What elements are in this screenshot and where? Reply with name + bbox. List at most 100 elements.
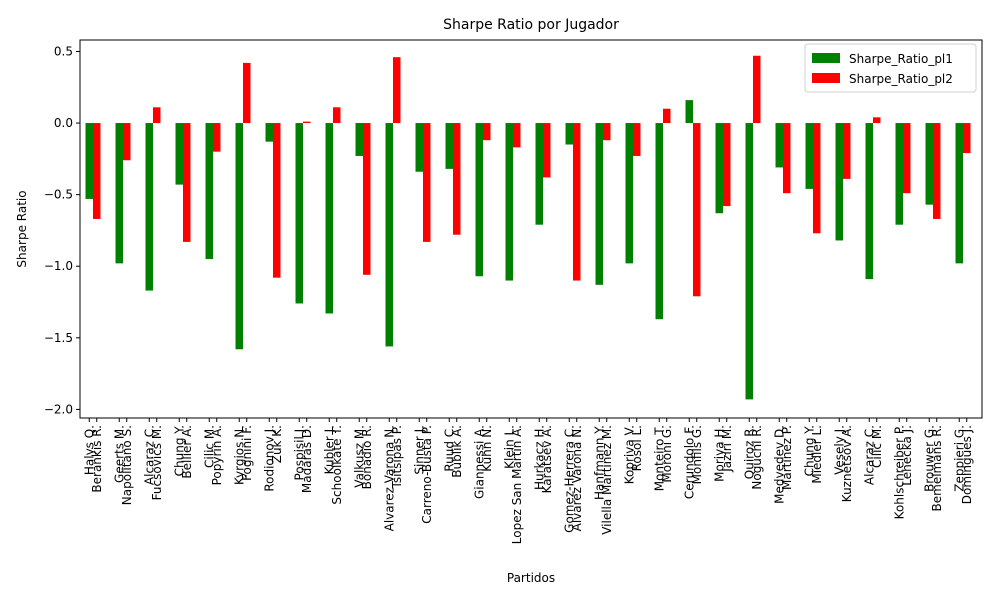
x-tick-label: Moriya H. bbox=[712, 425, 726, 482]
bar bbox=[145, 123, 153, 291]
bar bbox=[235, 123, 243, 350]
x-tick-label: Kuznetsov A. bbox=[840, 425, 854, 502]
y-tick-label: 0.5 bbox=[54, 44, 73, 58]
bar bbox=[775, 123, 783, 168]
legend-label: Sharpe_Ratio_pl1 bbox=[849, 52, 953, 66]
bar bbox=[873, 117, 881, 124]
x-tick-label: Alvarez Varona N. bbox=[382, 425, 396, 531]
bar bbox=[633, 123, 641, 156]
bar bbox=[895, 123, 903, 225]
x-tick-label: Kohlschreiber P. bbox=[892, 425, 906, 519]
x-tick-label: Martinez P. bbox=[780, 425, 794, 490]
bar bbox=[693, 123, 701, 297]
bar bbox=[303, 121, 311, 124]
x-tick-label: Napolitano S. bbox=[120, 425, 134, 505]
bar bbox=[655, 123, 663, 320]
x-tick-label: Cerundolo F. bbox=[682, 425, 696, 499]
bar bbox=[595, 123, 603, 285]
x-tick-label: Zeppieri G. bbox=[952, 425, 966, 492]
x-tick-label: Chung Y. bbox=[172, 425, 186, 476]
bar bbox=[175, 123, 183, 185]
x-tick-label: Jaziri M. bbox=[720, 425, 734, 473]
x-tick-label: Carreno-Busta P. bbox=[420, 425, 434, 524]
bar bbox=[903, 123, 911, 194]
x-tick-label: Chung Y. bbox=[802, 425, 816, 476]
x-tick-label: Valkusz M. bbox=[352, 425, 366, 488]
bar bbox=[423, 123, 431, 242]
x-tick-label: Tsitsipas P. bbox=[390, 425, 404, 489]
bar bbox=[745, 123, 753, 400]
bar bbox=[295, 123, 303, 304]
bar bbox=[783, 123, 791, 194]
x-tick-label: Bonadio R. bbox=[360, 425, 374, 489]
bar bbox=[213, 123, 221, 152]
x-tick-label: Rosol L. bbox=[630, 425, 644, 471]
x-tick-label: Kubler J. bbox=[322, 425, 336, 474]
x-tick-label: Kyrgios N. bbox=[232, 425, 246, 485]
bar bbox=[865, 123, 873, 280]
bar bbox=[933, 123, 941, 219]
bar bbox=[265, 123, 273, 142]
x-tick-label: Klein L. bbox=[502, 425, 516, 469]
y-tick-label: −1.0 bbox=[44, 259, 73, 273]
x-tick-label: Fucsovics M. bbox=[150, 425, 164, 500]
x-tick-label: Domingues J. bbox=[960, 425, 974, 504]
bar bbox=[153, 107, 161, 124]
x-tick-label: Moroni G. bbox=[660, 425, 674, 483]
bar bbox=[565, 123, 573, 145]
bar bbox=[475, 123, 483, 277]
x-tick-label: Alcaraz C. bbox=[142, 425, 156, 485]
y-tick-label: −0.5 bbox=[44, 188, 73, 202]
legend-swatch bbox=[812, 73, 840, 83]
chart-title: Sharpe Ratio por Jugador bbox=[443, 17, 619, 33]
bar bbox=[363, 123, 371, 275]
x-tick-label: Hanfmann Y. bbox=[592, 425, 606, 500]
bar bbox=[805, 123, 813, 189]
legend-swatch bbox=[812, 53, 840, 63]
x-tick-label: Kopriva V. bbox=[622, 425, 636, 484]
x-tick-label: Bublik A. bbox=[450, 425, 464, 478]
x-tick-label: Cilic M. bbox=[202, 425, 216, 468]
plot-frame bbox=[79, 39, 983, 419]
bar bbox=[663, 108, 671, 124]
bar bbox=[603, 123, 611, 141]
bar bbox=[273, 123, 281, 278]
x-tick-label: Zuk K. bbox=[270, 425, 284, 463]
x-tick-label: Karatsev A. bbox=[540, 425, 554, 493]
x-tick-label: Pospisil J. bbox=[292, 425, 306, 480]
bar bbox=[115, 123, 123, 264]
x-tick-label: Gomez-Herrera C. bbox=[562, 425, 576, 533]
bar bbox=[85, 123, 93, 199]
x-tick-label: Lehecka J. bbox=[900, 425, 914, 486]
bar bbox=[925, 123, 933, 205]
bar bbox=[205, 123, 213, 260]
bar bbox=[955, 123, 963, 264]
y-tick-label: −2.0 bbox=[44, 402, 73, 416]
y-tick-label: −1.5 bbox=[44, 331, 73, 345]
bar bbox=[183, 123, 191, 242]
x-tick-label: Bemelmans R. bbox=[930, 425, 944, 511]
bar bbox=[355, 123, 363, 156]
x-tick-label: Rodionov J. bbox=[262, 425, 276, 492]
x-tick-label: Bellier A. bbox=[180, 425, 194, 479]
x-tick-label: Geerts M. bbox=[112, 425, 126, 483]
x-tick-label: Miedler L. bbox=[810, 425, 824, 484]
x-tick-label: Alvarez Varona N. bbox=[570, 425, 584, 531]
x-tick-label: Vesely J. bbox=[832, 425, 846, 475]
bar bbox=[723, 123, 731, 207]
legend-label: Sharpe_Ratio_pl2 bbox=[849, 72, 953, 86]
x-tick-label: Medvedev D. bbox=[772, 425, 786, 504]
x-tick-label: Madaras D. bbox=[300, 425, 314, 493]
x-tick-label: Quiroz R. bbox=[742, 425, 756, 479]
bar bbox=[753, 55, 761, 124]
bar bbox=[835, 123, 843, 241]
x-tick-label: Schoolkate T. bbox=[330, 425, 344, 505]
bar bbox=[963, 123, 971, 154]
bar bbox=[393, 57, 401, 124]
bar bbox=[93, 123, 101, 219]
x-tick-label: Monteiro T. bbox=[652, 425, 666, 491]
bar bbox=[625, 123, 633, 264]
bar bbox=[843, 123, 851, 179]
x-tick-label: Giannessi A. bbox=[472, 425, 486, 499]
